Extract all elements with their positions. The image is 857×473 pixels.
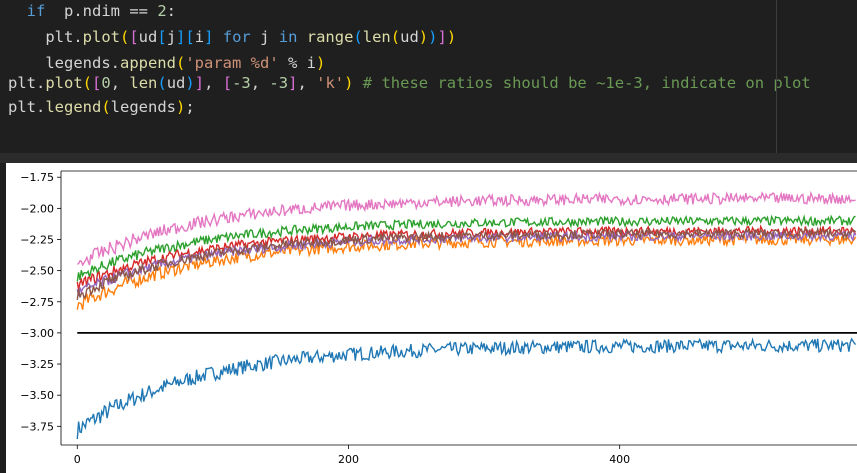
code-token: ) (344, 74, 354, 92)
y-tick-label: −2.00 (20, 202, 54, 215)
code-token: 'param %d' (185, 54, 279, 72)
code-token: range (306, 28, 354, 46)
code-token: ) (315, 54, 326, 72)
code-token: legends (110, 98, 176, 116)
series-line-5 (76, 226, 857, 300)
code-token: ( (175, 54, 186, 72)
y-tick-label: −3.25 (20, 358, 54, 371)
code-token: -3 (269, 74, 289, 92)
code-token: ( (390, 28, 401, 46)
code-token: ud (400, 28, 419, 46)
code-token: ( (157, 74, 167, 92)
y-tick-label: −3.00 (20, 327, 54, 340)
x-tick-label: 200 (338, 453, 359, 466)
code-token: ( (119, 28, 130, 46)
series-line-2 (76, 214, 856, 282)
code-token: j (166, 28, 177, 46)
code-token: ) (418, 28, 429, 46)
code-token: -3 (232, 74, 251, 92)
code-token: % i (278, 54, 316, 72)
code-line-3: legends.append('param %d' % i) (8, 50, 325, 76)
line-chart: −1.75 −2.00 −2.25 −2.50 −2.75 −3.00 −3.25 −3.50… (20, 170, 857, 466)
code-token: plt. (8, 74, 46, 92)
code-token: ud (166, 74, 186, 92)
code-token: j (260, 28, 279, 46)
code-token: [ (185, 28, 195, 46)
code-token: i (194, 28, 205, 46)
series-line-0 (76, 337, 857, 440)
code-token: [ (92, 74, 102, 92)
code-token: , (204, 74, 223, 92)
code-token: ) (176, 98, 186, 116)
code-token: ) (428, 28, 438, 46)
code-token: [ (157, 28, 167, 46)
code-line-5: plt.legend(legends); (8, 94, 195, 120)
y-tick-label: −2.75 (20, 296, 54, 309)
code-token: plt. (8, 98, 46, 116)
code-token: [ (222, 74, 233, 92)
code-token: # these ratios should be ~1e-3, indicate… (353, 74, 811, 92)
code-token: ; (185, 98, 195, 116)
code-line-4: plt.plot([0, len(ud)], [-3, -3], 'k') # … (8, 70, 811, 96)
code-token: ] (176, 28, 186, 46)
code-token: if (26, 2, 46, 20)
code-token: plot (82, 28, 120, 46)
output-plot: −1.75 −2.00 −2.25 −2.50 −2.75 −3.00 −3.25 −3.50… (6, 163, 857, 473)
y-tick-label: −2.50 (20, 265, 54, 278)
code-token: legends. (45, 54, 120, 72)
series-group (76, 190, 857, 440)
code-token: 'k' (316, 74, 345, 92)
code-ruler (776, 0, 777, 153)
code-token: ( (82, 74, 92, 92)
y-tick-label: −1.75 (20, 171, 54, 184)
code-token: in (278, 28, 307, 46)
code-token: ) (446, 28, 457, 46)
code-token: 2 (157, 2, 167, 20)
x-tick-label: 400 (609, 453, 630, 466)
code-token: ] (204, 28, 214, 46)
code-token: plot (45, 74, 83, 92)
code-cell[interactable]: if p.ndim == 2: plt.plot([ud[j][i] for j… (0, 0, 857, 153)
code-token: len (362, 28, 391, 46)
code-token: append (119, 54, 176, 72)
x-tick-label: 0 (74, 453, 81, 466)
code-token: p.ndim == (45, 2, 158, 20)
y-tick-label: −2.25 (20, 234, 54, 247)
code-token: ] (288, 74, 298, 92)
code-token: , (250, 74, 270, 92)
code-token: ud (138, 28, 158, 46)
code-line-2: plt.plot([ud[j][i] for j in range(len(ud… (8, 24, 456, 50)
y-tick-label: −3.50 (20, 389, 54, 402)
code-token: legend (45, 98, 102, 116)
code-token: len (129, 74, 158, 92)
code-token: ] (194, 74, 205, 92)
code-token: ) (185, 74, 195, 92)
code-token: 0 (101, 74, 111, 92)
code-token: for (213, 28, 261, 46)
code-token: ( (101, 98, 111, 116)
code-token: ] (437, 28, 447, 46)
y-tick-label: −3.75 (20, 420, 54, 433)
code-token: plt. (45, 28, 83, 46)
code-token: , (110, 74, 130, 92)
code-line-1: if p.ndim == 2: (8, 0, 176, 24)
series-line-1 (76, 231, 857, 310)
output-area-header (0, 153, 857, 163)
code-token: , (297, 74, 317, 92)
code-token: : (166, 2, 177, 20)
code-token: [ (129, 28, 139, 46)
code-token: ( (353, 28, 363, 46)
series-line-6 (77, 190, 856, 267)
